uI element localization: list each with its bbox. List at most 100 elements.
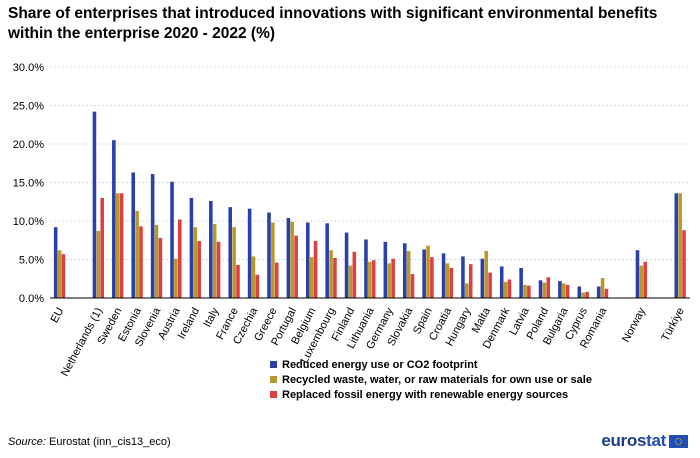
source-label: Source:: [8, 436, 46, 448]
bar-eu-series-3: [61, 254, 66, 298]
bar-croatia-series-1: [441, 253, 446, 298]
bar-slovakia-series-2: [406, 251, 411, 298]
bar-austria-series-2: [174, 258, 178, 298]
bar-portugal-series-2: [290, 221, 295, 298]
source-note: Source: Eurostat (inn_cis13_eco): [8, 436, 171, 448]
bar-malta-series-2: [484, 251, 488, 298]
bar-cyprus-series-3: [585, 291, 589, 298]
y-tick-label: 10.0%: [13, 216, 44, 228]
gridlines: [50, 66, 690, 260]
bar-france-series-3: [236, 264, 240, 298]
bar-denmark-series-3: [507, 279, 512, 298]
y-tick-label: 15.0%: [13, 178, 44, 190]
bar-germany-series-1: [383, 241, 388, 298]
bar-bulgaria-series-1: [558, 281, 562, 298]
y-tick-label: 25.0%: [13, 101, 44, 113]
bar-czechia-series-3: [255, 274, 260, 298]
bar-cyprus-series-1: [577, 286, 582, 298]
bar-ireland-series-1: [189, 197, 194, 298]
bar-hungary-series-1: [461, 256, 465, 298]
bar-greece-series-1: [267, 212, 271, 298]
legend-label-series-1: Reduced energy use or CO2 footprint: [282, 358, 478, 371]
bar-croatia-series-3: [449, 267, 454, 298]
bar-norway-series-3: [643, 261, 648, 298]
bar-italy-series-3: [216, 241, 221, 298]
bar-greece-series-3: [274, 262, 279, 298]
source-value: Eurostat (inn_cis13_eco): [48, 436, 171, 448]
bar-france-series-2: [232, 227, 236, 298]
bar-estonia-series-2: [135, 210, 139, 298]
legend-item-series-1: Reduced energy use or CO2 footprint: [270, 357, 592, 372]
bar-germany-series-2: [387, 263, 392, 298]
legend-swatch-series-3: [270, 391, 277, 398]
legend-item-series-3: Replaced fossil energy with renewable en…: [270, 387, 592, 402]
chart-title: Share of enterprises that introduced inn…: [8, 5, 658, 42]
bar-estonia-series-3: [139, 226, 143, 298]
y-tick-label: 20.0%: [13, 139, 44, 151]
eu-flag-icon: [669, 434, 688, 448]
bar-spain-series-1: [422, 249, 426, 298]
x-tick-label: EU: [49, 306, 67, 325]
x-tick-label: Türkiye: [659, 306, 687, 343]
bar-bulgaria-series-2: [562, 283, 566, 298]
bar-spain-series-2: [426, 245, 430, 298]
bar-czechia-series-2: [251, 256, 256, 298]
bar-latvia-series-1: [519, 267, 523, 298]
x-tick-label: Norway: [620, 305, 648, 344]
bar-slovakia-series-1: [402, 243, 407, 298]
legend-item-series-2: Recycled waste, water, or raw materials …: [270, 372, 592, 387]
bar-spain-series-3: [430, 257, 434, 298]
bar-france-series-1: [228, 207, 232, 298]
bar-eu-series-2: [57, 250, 62, 298]
eurostat-logo: eurostat: [601, 431, 688, 450]
legend-label-series-3: Replaced fossil energy with renewable en…: [282, 388, 569, 401]
bar-czechia-series-1: [247, 208, 252, 298]
bar-romania-series-3: [604, 288, 609, 298]
bar-norway-series-1: [635, 250, 640, 298]
bar-luxembourg-series-1: [325, 223, 329, 298]
bar-finland-series-1: [344, 232, 349, 298]
bar-romania-series-2: [600, 277, 605, 298]
bar-romania-series-1: [596, 286, 601, 298]
bar-poland-series-2: [542, 282, 547, 298]
bar-slovakia-series-3: [410, 274, 415, 298]
legend: Reduced energy use or CO2 footprint Recy…: [270, 357, 592, 402]
bar-italy-series-1: [209, 200, 213, 298]
bar-hungary-series-3: [468, 264, 473, 298]
bar-bulgaria-series-3: [565, 284, 570, 298]
bar-croatia-series-2: [445, 263, 450, 298]
bar-luxembourg-series-2: [329, 250, 333, 298]
bar-finland-series-3: [352, 251, 357, 298]
legend-swatch-series-2: [270, 376, 277, 383]
bar-lithuania-series-2: [368, 261, 372, 298]
bar-latvia-series-2: [523, 284, 527, 298]
bar-portugal-series-3: [294, 235, 298, 298]
y-tick-label: 5.0%: [19, 255, 44, 267]
bar-belgium-series-2: [309, 257, 314, 298]
logo-text: eurostat: [601, 431, 666, 450]
bar-finland-series-2: [348, 265, 353, 298]
bar-belgium-series-3: [313, 241, 318, 298]
bar-denmark-series-1: [499, 266, 504, 298]
bar-sweden-series-3: [119, 193, 124, 298]
bar-slovenia-series-3: [158, 237, 163, 298]
bar-t-rkiye-series-2: [678, 193, 682, 298]
bar-slovenia-series-2: [154, 224, 159, 298]
bar-malta-series-3: [488, 272, 492, 298]
bar-ireland-series-2: [193, 227, 198, 298]
bar-netherlands-1--series-2: [96, 231, 101, 298]
bar-eu-series-1: [53, 227, 58, 298]
y-tick-label: 0.0%: [19, 293, 44, 305]
bar-sweden-series-1: [112, 140, 116, 298]
legend-label-series-2: Recycled waste, water, or raw materials …: [282, 373, 592, 386]
bar-slovenia-series-1: [150, 174, 155, 298]
bar-italy-series-2: [212, 224, 217, 298]
bar-t-rkiye-series-3: [682, 230, 686, 298]
bar-greece-series-2: [271, 222, 275, 298]
bar-austria-series-3: [178, 219, 182, 298]
bar-netherlands-1--series-1: [92, 111, 97, 298]
bar-austria-series-1: [170, 181, 174, 298]
y-tick-label: 30.0%: [13, 62, 44, 74]
bar-ireland-series-3: [197, 241, 201, 298]
